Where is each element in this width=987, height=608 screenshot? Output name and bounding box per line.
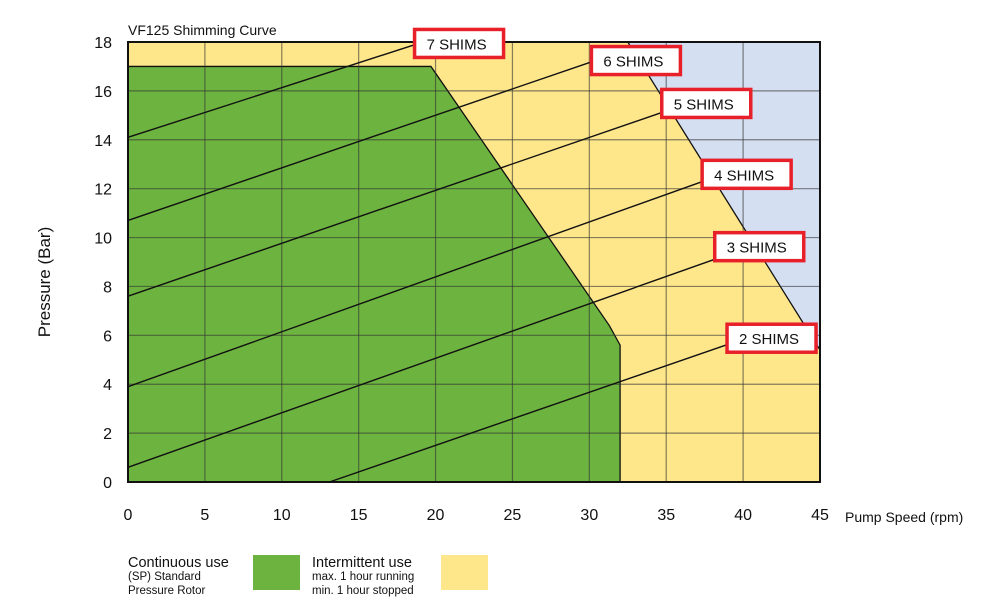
plot-area: 0 5 10 15 20 25 30 35 40 45 0 2 4 6 8 10 12 14 16 18 2 SHIMS… xyxy=(94,27,829,524)
x-tick-label: 5 xyxy=(200,507,209,524)
y-tick-label: 18 xyxy=(94,35,112,52)
legend-continuous-title: Continuous use xyxy=(128,555,229,571)
shim-label: 6 SHIMS xyxy=(603,54,663,71)
shim-label: 3 SHIMS xyxy=(727,240,787,257)
x-tick-label: 40 xyxy=(734,507,752,524)
shim-label: 2 SHIMS xyxy=(739,331,799,348)
y-tick-label: 6 xyxy=(103,328,112,345)
legend-continuous-line2: Pressure Rotor xyxy=(128,585,206,597)
legend-intermittent-line1: max. 1 hour running xyxy=(312,571,414,583)
legend-intermittent-title: Intermittent use xyxy=(312,555,412,571)
legend-continuous-line1: (SP) Standard xyxy=(128,571,201,583)
shim-label-box xyxy=(725,322,818,354)
y-tick-label: 0 xyxy=(103,475,112,492)
y-tick-label: 2 xyxy=(103,426,112,443)
shim-label: 4 SHIMS xyxy=(714,167,774,184)
y-tick-label: 14 xyxy=(94,133,112,150)
x-tick-label: 25 xyxy=(504,507,522,524)
x-axis-label: Pump Speed (rpm) xyxy=(845,509,963,525)
y-tick-label: 12 xyxy=(94,182,112,199)
legend-continuous-swatch xyxy=(253,555,300,590)
shim-label: 7 SHIMS xyxy=(427,36,487,53)
legend-intermittent-swatch xyxy=(441,555,488,590)
shim-label-box xyxy=(712,230,806,263)
x-tick-label: 35 xyxy=(657,507,675,524)
chart-title: VF125 Shimming Curve xyxy=(128,22,277,38)
y-axis-label: Pressure (Bar) xyxy=(35,227,54,338)
x-tick-label: 10 xyxy=(273,507,291,524)
shim-line xyxy=(127,180,704,388)
y-tick-label: 4 xyxy=(103,377,112,394)
shim-label-box xyxy=(412,27,506,60)
shim-label-box xyxy=(660,87,753,120)
shim-line xyxy=(127,254,728,468)
shim-label-box xyxy=(700,158,793,191)
y-tick-label: 8 xyxy=(103,279,112,296)
x-tick-label: 0 xyxy=(124,507,133,524)
shim-line xyxy=(329,339,741,483)
legend-intermittent-line2: min. 1 hour stopped xyxy=(312,585,414,597)
shim-line xyxy=(127,43,416,138)
x-tick-label: 20 xyxy=(427,507,445,524)
x-tick-label: 15 xyxy=(350,507,368,524)
shim-label: 5 SHIMS xyxy=(674,96,734,113)
shim-line xyxy=(127,109,668,297)
shim-line xyxy=(127,60,593,222)
x-tick-label: 30 xyxy=(580,507,598,524)
x-tick-label: 45 xyxy=(811,507,829,524)
shim-label-box xyxy=(589,44,683,77)
y-tick-label: 16 xyxy=(94,84,112,101)
legend: Continuous use (SP) Standard Pressure Ro… xyxy=(128,555,488,597)
y-tick-label: 10 xyxy=(94,231,112,248)
